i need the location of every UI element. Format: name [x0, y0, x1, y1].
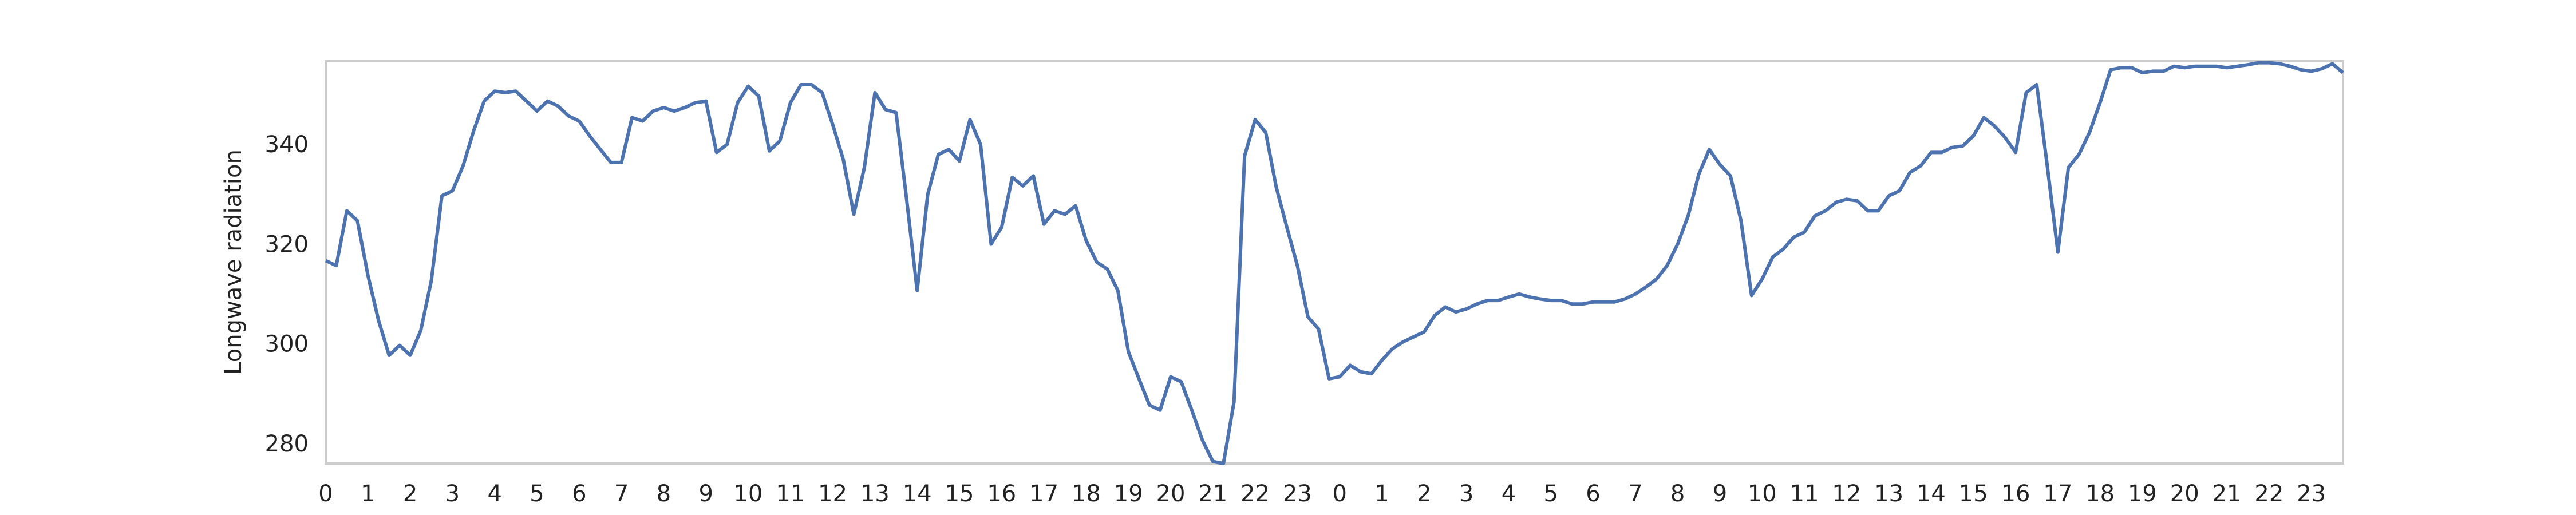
- x-tick-label: 12: [1832, 481, 1861, 507]
- x-tick-label: 9: [1713, 481, 1727, 507]
- x-tick-label: 7: [614, 481, 629, 507]
- x-tick-label: 19: [2128, 481, 2157, 507]
- x-tick-label: 9: [698, 481, 713, 507]
- x-tick-label: 10: [1748, 481, 1777, 507]
- x-tick-label: 16: [987, 481, 1016, 507]
- x-tick-label: 5: [1544, 481, 1558, 507]
- x-tick-label: 19: [1114, 481, 1143, 507]
- x-tick-label: 22: [1240, 481, 1270, 507]
- x-tick-label: 7: [1628, 481, 1642, 507]
- y-tick-label: 320: [265, 231, 309, 258]
- x-tick-label: 2: [403, 481, 417, 507]
- x-tick-label: 22: [2254, 481, 2283, 507]
- x-tick-label: 4: [1502, 481, 1516, 507]
- x-tick-label: 10: [734, 481, 763, 507]
- x-tick-label: 6: [1586, 481, 1600, 507]
- x-tick-label: 11: [776, 481, 805, 507]
- x-tick-label: 14: [903, 481, 932, 507]
- x-tick-label: 20: [1156, 481, 1186, 507]
- x-tick-label: 17: [1029, 481, 1058, 507]
- x-tick-label: 8: [1670, 481, 1685, 507]
- x-tick-label: 4: [487, 481, 501, 507]
- x-tick-label: 23: [2297, 481, 2326, 507]
- x-tick-label: 20: [2170, 481, 2199, 507]
- x-tick-label: 23: [1283, 481, 1312, 507]
- x-tick-label: 21: [2212, 481, 2242, 507]
- y-tick-label: 280: [265, 431, 309, 457]
- x-tick-label: 16: [2001, 481, 2030, 507]
- x-tick-label: 1: [1374, 481, 1389, 507]
- x-tick-label: 3: [445, 481, 460, 507]
- x-tick-label: 1: [361, 481, 375, 507]
- x-tick-label: 0: [1332, 481, 1346, 507]
- x-tick-label: 11: [1790, 481, 1819, 507]
- x-tick-label: 13: [1874, 481, 1903, 507]
- x-tick-label: 14: [1917, 481, 1946, 507]
- x-tick-label: 18: [1072, 481, 1101, 507]
- y-tick-label: 340: [265, 132, 309, 158]
- x-tick-label: 21: [1198, 481, 1227, 507]
- x-tick-label: 3: [1459, 481, 1473, 507]
- x-tick-label: 15: [945, 481, 974, 507]
- x-tick-label: 8: [657, 481, 671, 507]
- data-line: [325, 61, 2344, 465]
- x-tick-label: 0: [318, 481, 333, 507]
- x-tick-label: 12: [818, 481, 847, 507]
- y-axis-label: Longwave radiation: [220, 149, 247, 375]
- x-tick-label: 5: [530, 481, 544, 507]
- x-tick-label: 18: [2085, 481, 2115, 507]
- x-tick-label: 17: [2043, 481, 2072, 507]
- x-tick-label: 2: [1417, 481, 1431, 507]
- y-tick-label: 300: [265, 331, 309, 358]
- x-tick-label: 15: [1959, 481, 1988, 507]
- x-tick-label: 6: [572, 481, 586, 507]
- x-tick-label: 13: [860, 481, 890, 507]
